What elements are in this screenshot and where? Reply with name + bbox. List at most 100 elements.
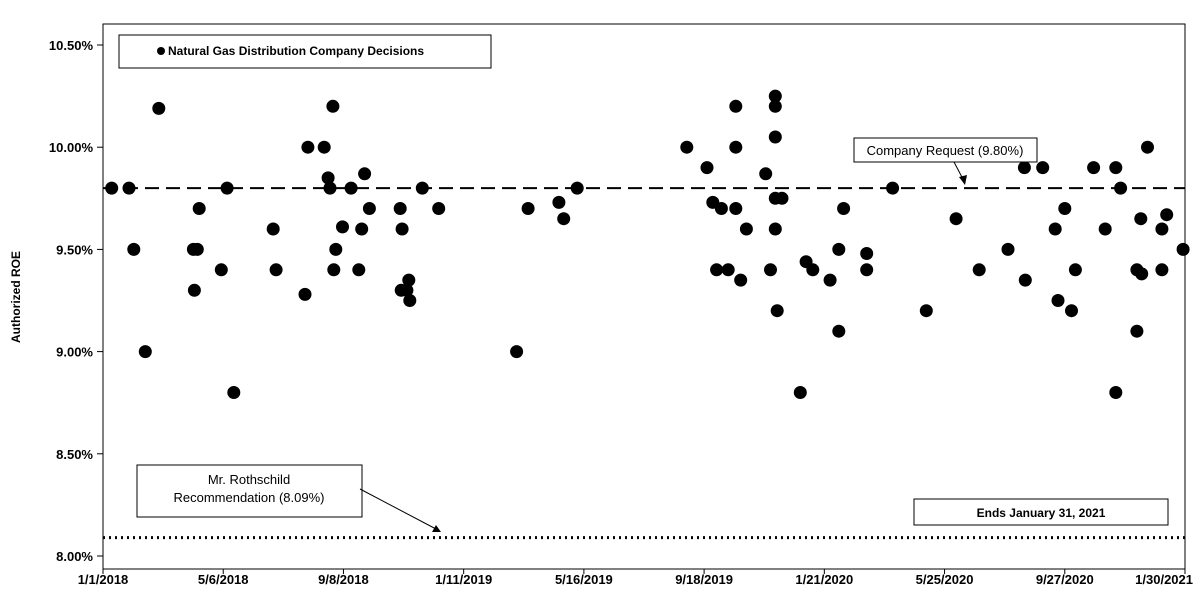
- legend: Natural Gas Distribution Company Decisio…: [118, 34, 492, 69]
- x-tick-label: 9/18/2019: [675, 572, 733, 587]
- company-request-label: Company Request (9.80%): [867, 143, 1024, 158]
- y-tick-label: 10.50%: [49, 38, 94, 53]
- y-tick-label: 8.00%: [56, 549, 93, 564]
- data-point: [400, 283, 414, 297]
- data-point: [190, 242, 204, 256]
- data-point: [395, 222, 409, 236]
- data-point: [336, 220, 349, 234]
- data-point: [393, 202, 407, 215]
- data-point: [105, 181, 119, 195]
- rothschild-arrowhead: [432, 525, 441, 532]
- data-point: [301, 140, 315, 154]
- data-point: [214, 263, 228, 277]
- data-point: [729, 202, 743, 215]
- data-point: [220, 181, 234, 195]
- data-point: [269, 263, 283, 277]
- data-point: [1155, 222, 1169, 236]
- data-point: [323, 181, 337, 195]
- data-point: [860, 247, 874, 260]
- ends-annotation: Ends January 31, 2021: [913, 498, 1169, 526]
- data-point: [729, 99, 743, 113]
- data-point: [729, 140, 743, 154]
- data-point: [187, 283, 201, 297]
- legend-marker: [157, 47, 165, 55]
- y-tick-label: 9.50%: [56, 242, 93, 257]
- data-point: [768, 222, 782, 236]
- data-point: [886, 181, 900, 195]
- x-tick-label: 5/16/2019: [555, 572, 613, 587]
- data-points: [105, 89, 1190, 399]
- data-point: [122, 181, 136, 195]
- data-point: [321, 171, 335, 185]
- data-point: [919, 304, 933, 318]
- data-point: [759, 167, 773, 181]
- data-point: [362, 202, 376, 215]
- data-point: [1001, 242, 1015, 256]
- data-point: [521, 202, 535, 215]
- ends-label: Ends January 31, 2021: [977, 506, 1106, 520]
- data-point: [403, 294, 417, 307]
- x-tick-label: 1/21/2020: [795, 572, 853, 587]
- data-point: [192, 202, 206, 215]
- company-request-arrowhead: [959, 175, 967, 185]
- data-point: [557, 212, 571, 226]
- rothschild-label-line1: Mr. Rothschild: [208, 472, 290, 487]
- x-tick-label: 1/1/2018: [78, 572, 129, 587]
- data-point: [1109, 161, 1123, 175]
- x-axis: 1/1/2018 5/6/2018 9/8/2018 1/11/2019 5/16/20…: [78, 569, 1193, 587]
- data-point: [1087, 161, 1101, 175]
- data-point: [700, 161, 714, 175]
- y-tick-label: 9.00%: [56, 345, 93, 360]
- data-point: [764, 263, 777, 277]
- data-point: [1048, 222, 1062, 236]
- data-point: [837, 202, 851, 215]
- data-point: [1051, 294, 1065, 307]
- data-point: [832, 324, 846, 338]
- data-point: [775, 191, 789, 205]
- data-point: [510, 345, 524, 359]
- data-point: [768, 130, 782, 144]
- data-point: [138, 345, 152, 359]
- y-axis: 8.00% 8.50% 9.00% 9.50% 10.00% 10.50%: [49, 38, 103, 564]
- data-point: [127, 242, 141, 256]
- data-point: [415, 181, 429, 195]
- data-point: [1017, 161, 1031, 175]
- data-point: [823, 273, 837, 287]
- legend-label: Natural Gas Distribution Company Decisio…: [168, 44, 424, 58]
- rothschild-label-line2: Recommendation (8.09%): [173, 490, 324, 505]
- data-point: [806, 263, 820, 277]
- legend-box: [118, 34, 492, 69]
- data-point: [710, 263, 724, 277]
- data-point: [1130, 324, 1144, 338]
- data-point: [680, 140, 694, 154]
- data-point: [355, 222, 369, 236]
- data-point: [721, 263, 735, 277]
- data-point: [1141, 140, 1154, 154]
- data-point: [768, 89, 782, 103]
- x-tick-label: 5/6/2018: [198, 572, 249, 587]
- data-point: [1114, 181, 1128, 195]
- data-point: [266, 222, 280, 236]
- data-point: [1155, 263, 1169, 277]
- data-point: [1160, 208, 1174, 222]
- data-point: [1098, 222, 1112, 236]
- data-point: [326, 99, 340, 113]
- data-point: [152, 101, 166, 115]
- data-point: [570, 181, 584, 195]
- x-tick-label: 9/27/2020: [1036, 572, 1094, 587]
- data-point: [734, 273, 748, 287]
- data-point: [793, 386, 807, 399]
- company-request-annotation: Company Request (9.80%): [853, 137, 1038, 185]
- data-point: [714, 202, 728, 215]
- data-point: [327, 263, 341, 277]
- data-point: [227, 386, 241, 399]
- data-point: [344, 181, 358, 195]
- data-point: [860, 263, 874, 277]
- data-point: [432, 202, 446, 215]
- x-tick-label: 9/8/2018: [318, 572, 369, 587]
- data-point: [1109, 386, 1123, 399]
- x-tick-label: 1/30/2021: [1135, 572, 1193, 587]
- data-point: [1058, 202, 1072, 215]
- data-point: [1134, 212, 1148, 226]
